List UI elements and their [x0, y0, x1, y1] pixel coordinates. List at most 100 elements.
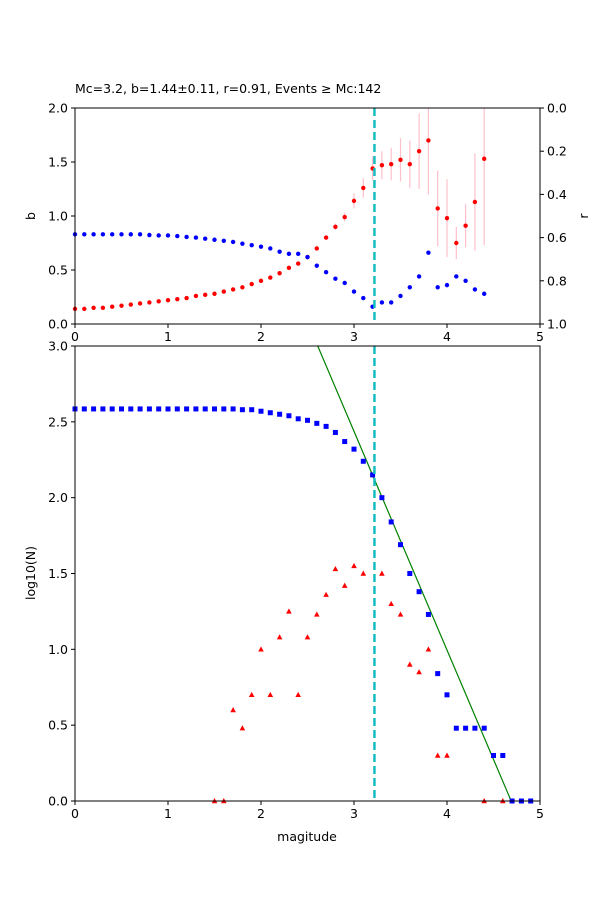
r-value-point: [258, 244, 264, 249]
r-value-point: [286, 251, 292, 256]
r-value-point: [137, 232, 143, 237]
r-value-point: [221, 238, 226, 244]
b-value-point: [268, 275, 273, 280]
cumulative-point: [230, 406, 236, 412]
noncumulative-point: [360, 570, 367, 576]
noncumulative-point: [304, 634, 311, 640]
cumulative-point: [239, 407, 245, 413]
r-value-point: [82, 232, 87, 237]
cumulative-point: [379, 495, 385, 501]
bottom-y-ticks: 0.0 0.5 1.0 1.5 2.0 2.5 3.0: [48, 339, 75, 809]
cumulative-point: [109, 406, 115, 412]
b-value-point: [314, 246, 319, 251]
b-value-point: [296, 261, 301, 266]
cumulative-point: [370, 472, 376, 478]
noncumulative-series: [211, 562, 506, 804]
x-tick-label: 5: [536, 806, 544, 821]
y2-tick-label: 0.8: [547, 273, 567, 288]
bottom-x-ticks: 0 1 2 3 4 5: [71, 801, 544, 821]
b-value-point: [333, 224, 338, 229]
cumulative-point: [258, 408, 264, 414]
r-value-point: [416, 274, 422, 279]
cumulative-point: [332, 429, 338, 435]
r-value-point: [296, 251, 301, 256]
noncumulative-point: [248, 691, 255, 698]
noncumulative-point: [323, 591, 329, 597]
r-value-point: [435, 285, 440, 290]
b-value-point: [212, 291, 217, 296]
y-tick-label: 3.0: [48, 339, 68, 354]
cumulative-point: [425, 611, 431, 617]
cumulative-point: [295, 416, 301, 422]
b-value-point: [389, 161, 394, 167]
r-value-point: [110, 232, 115, 237]
r-value-point: [240, 241, 245, 246]
b-error-bars: [316, 108, 485, 260]
b-value-point: [221, 289, 226, 294]
noncumulative-point: [295, 691, 301, 698]
b-value-point: [249, 281, 254, 287]
r-value-point: [165, 233, 171, 238]
b-value-point: [258, 278, 264, 283]
r-value-point: [482, 291, 487, 296]
cumulative-point: [156, 406, 162, 412]
magnitude-axis-label: magitude: [277, 829, 337, 844]
b-value-point: [463, 223, 468, 228]
noncumulative-point: [258, 646, 264, 652]
cumulative-point: [398, 542, 403, 548]
top-y2-ticks: 0.0 0.2 0.4 0.6 0.8 1.0: [540, 101, 567, 332]
cumulative-point: [500, 753, 506, 758]
b-axis-label: b: [23, 212, 38, 220]
b-value-point: [351, 198, 357, 204]
b-value-point: [416, 149, 422, 154]
y-tick-label: 1.5: [48, 155, 68, 170]
cumulative-point: [286, 413, 292, 419]
y-tick-label: 1.0: [48, 209, 68, 224]
x-tick-label: 3: [350, 329, 358, 344]
r-axis-label: r: [576, 213, 591, 219]
cumulative-point: [351, 446, 357, 452]
noncumulative-point: [332, 565, 339, 572]
cumulative-point: [342, 439, 348, 445]
noncumulative-point: [425, 646, 432, 652]
noncumulative-point: [397, 611, 404, 617]
x-tick-label: 0: [71, 329, 79, 344]
r-value-point: [100, 232, 106, 237]
cumulative-point: [481, 725, 487, 731]
b-value-point: [323, 235, 329, 240]
cumulative-point: [212, 406, 217, 412]
top-axes-frame: [74, 107, 541, 325]
noncumulative-point: [434, 752, 441, 758]
r-value-point: [472, 287, 478, 292]
r-value-point: [147, 232, 152, 238]
y-tick-label: 0.5: [48, 263, 68, 278]
cumulative-point: [453, 725, 459, 731]
r-value-point: [389, 300, 394, 305]
cumulative-point: [314, 420, 320, 426]
noncumulative-point: [444, 752, 450, 758]
r-value-point: [119, 232, 124, 237]
r-value-point: [454, 274, 459, 279]
b-value-point: [100, 305, 106, 310]
b-value-point: [184, 295, 189, 301]
noncumulative-point: [351, 562, 357, 569]
r-value-point: [323, 269, 329, 275]
y-tick-label: 0.0: [48, 794, 68, 809]
cumulative-point: [184, 406, 190, 412]
x-tick-label: 2: [257, 806, 265, 821]
cumulative-point: [407, 571, 413, 576]
b-value-point: [91, 305, 96, 310]
top-x-ticks: 0 1 2 3 4 5: [71, 324, 544, 344]
r-value-point: [249, 242, 254, 248]
cumulative-point: [277, 411, 283, 417]
r-value-point: [305, 254, 310, 260]
y-tick-label: 2.5: [48, 414, 68, 429]
cumulative-point: [202, 406, 208, 412]
b-value-point: [240, 285, 245, 290]
r-value-point: [212, 237, 217, 242]
r-value-point: [398, 293, 403, 299]
bottom-axes-frame: [74, 345, 541, 802]
y-tick-label: 2.0: [48, 490, 68, 505]
b-value-point: [156, 299, 161, 304]
